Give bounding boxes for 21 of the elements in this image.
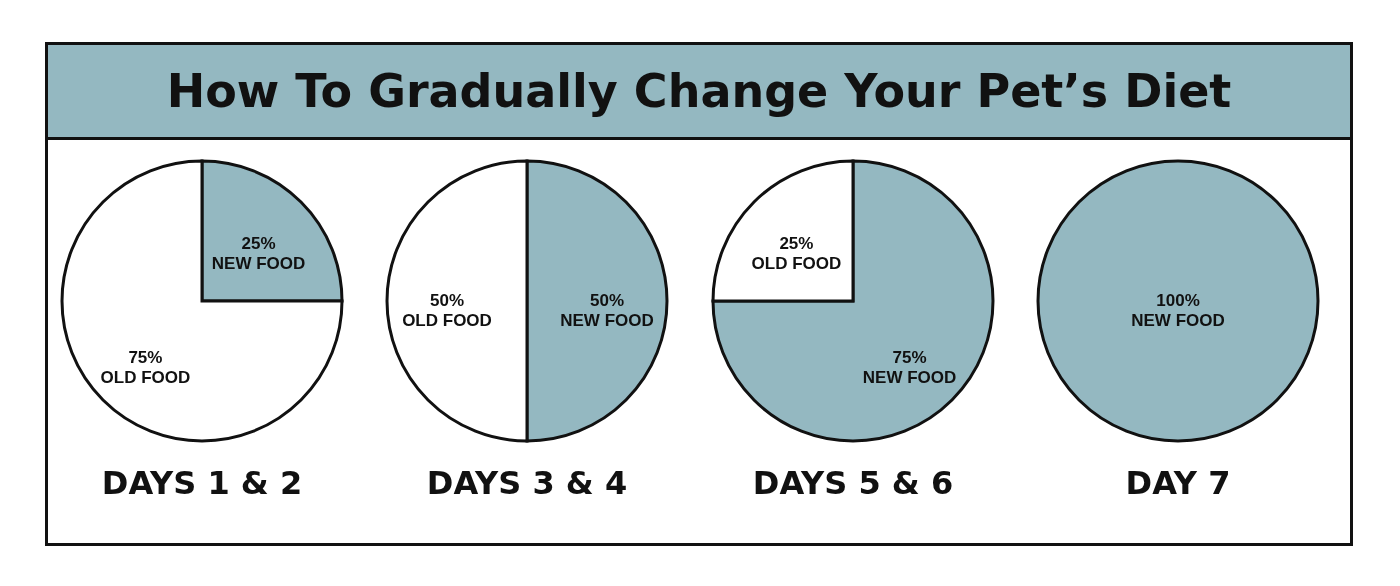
data-label: 25% — [241, 234, 276, 254]
slice-label: NEW FOOD — [862, 367, 957, 387]
data-label: 75% — [892, 347, 927, 367]
slice-label: NEW FOOD — [211, 254, 306, 274]
pie-slice — [711, 159, 995, 443]
slice-label: OLD FOOD — [751, 254, 842, 274]
data-label: 25% — [779, 234, 814, 254]
text: DAYS 5 & 6 — [752, 464, 953, 502]
slice-label: OLD FOOD — [100, 367, 191, 387]
slice-label: OLD FOOD — [402, 311, 493, 330]
pie-slice — [60, 159, 344, 443]
data-label: 100% — [1156, 291, 1200, 310]
text: How To Gradually Change Your Pet’s Diet — [48, 45, 1350, 140]
text: DAYS 3 & 4 — [427, 464, 628, 502]
data-label: 50% — [430, 291, 465, 310]
data-label: 50% — [590, 291, 625, 310]
slice-label: NEW FOOD — [560, 311, 654, 330]
text: DAYS 1 & 2 — [101, 464, 302, 502]
text: DAY 7 — [1125, 464, 1231, 502]
data-label: 75% — [128, 347, 163, 367]
slice-label: NEW FOOD — [1131, 311, 1225, 330]
